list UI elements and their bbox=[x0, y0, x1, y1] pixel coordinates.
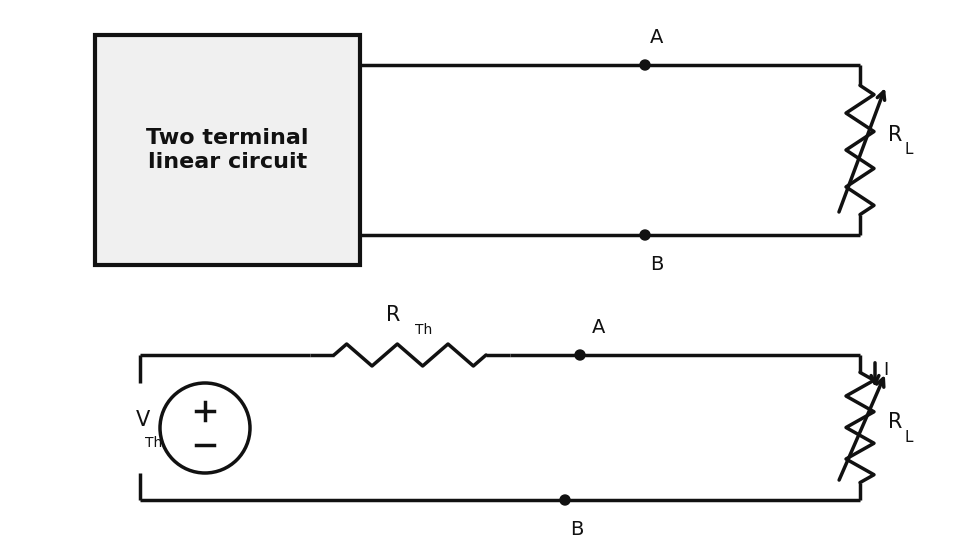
Text: A: A bbox=[592, 318, 606, 337]
Text: A: A bbox=[650, 28, 663, 47]
Text: Two terminal
linear circuit: Two terminal linear circuit bbox=[146, 129, 309, 172]
Text: R: R bbox=[386, 305, 400, 325]
Text: I: I bbox=[883, 361, 888, 379]
Text: Th: Th bbox=[145, 436, 162, 450]
Text: R: R bbox=[888, 125, 902, 145]
Text: R: R bbox=[888, 413, 902, 433]
Text: L: L bbox=[905, 143, 914, 158]
Circle shape bbox=[560, 495, 570, 505]
Text: L: L bbox=[905, 430, 914, 445]
Circle shape bbox=[575, 350, 585, 360]
Circle shape bbox=[640, 230, 650, 240]
Text: V: V bbox=[135, 410, 150, 430]
Circle shape bbox=[640, 60, 650, 70]
Text: B: B bbox=[650, 255, 663, 274]
Text: B: B bbox=[570, 520, 584, 539]
Text: Th: Th bbox=[415, 323, 432, 337]
Bar bbox=[95, 35, 360, 265]
